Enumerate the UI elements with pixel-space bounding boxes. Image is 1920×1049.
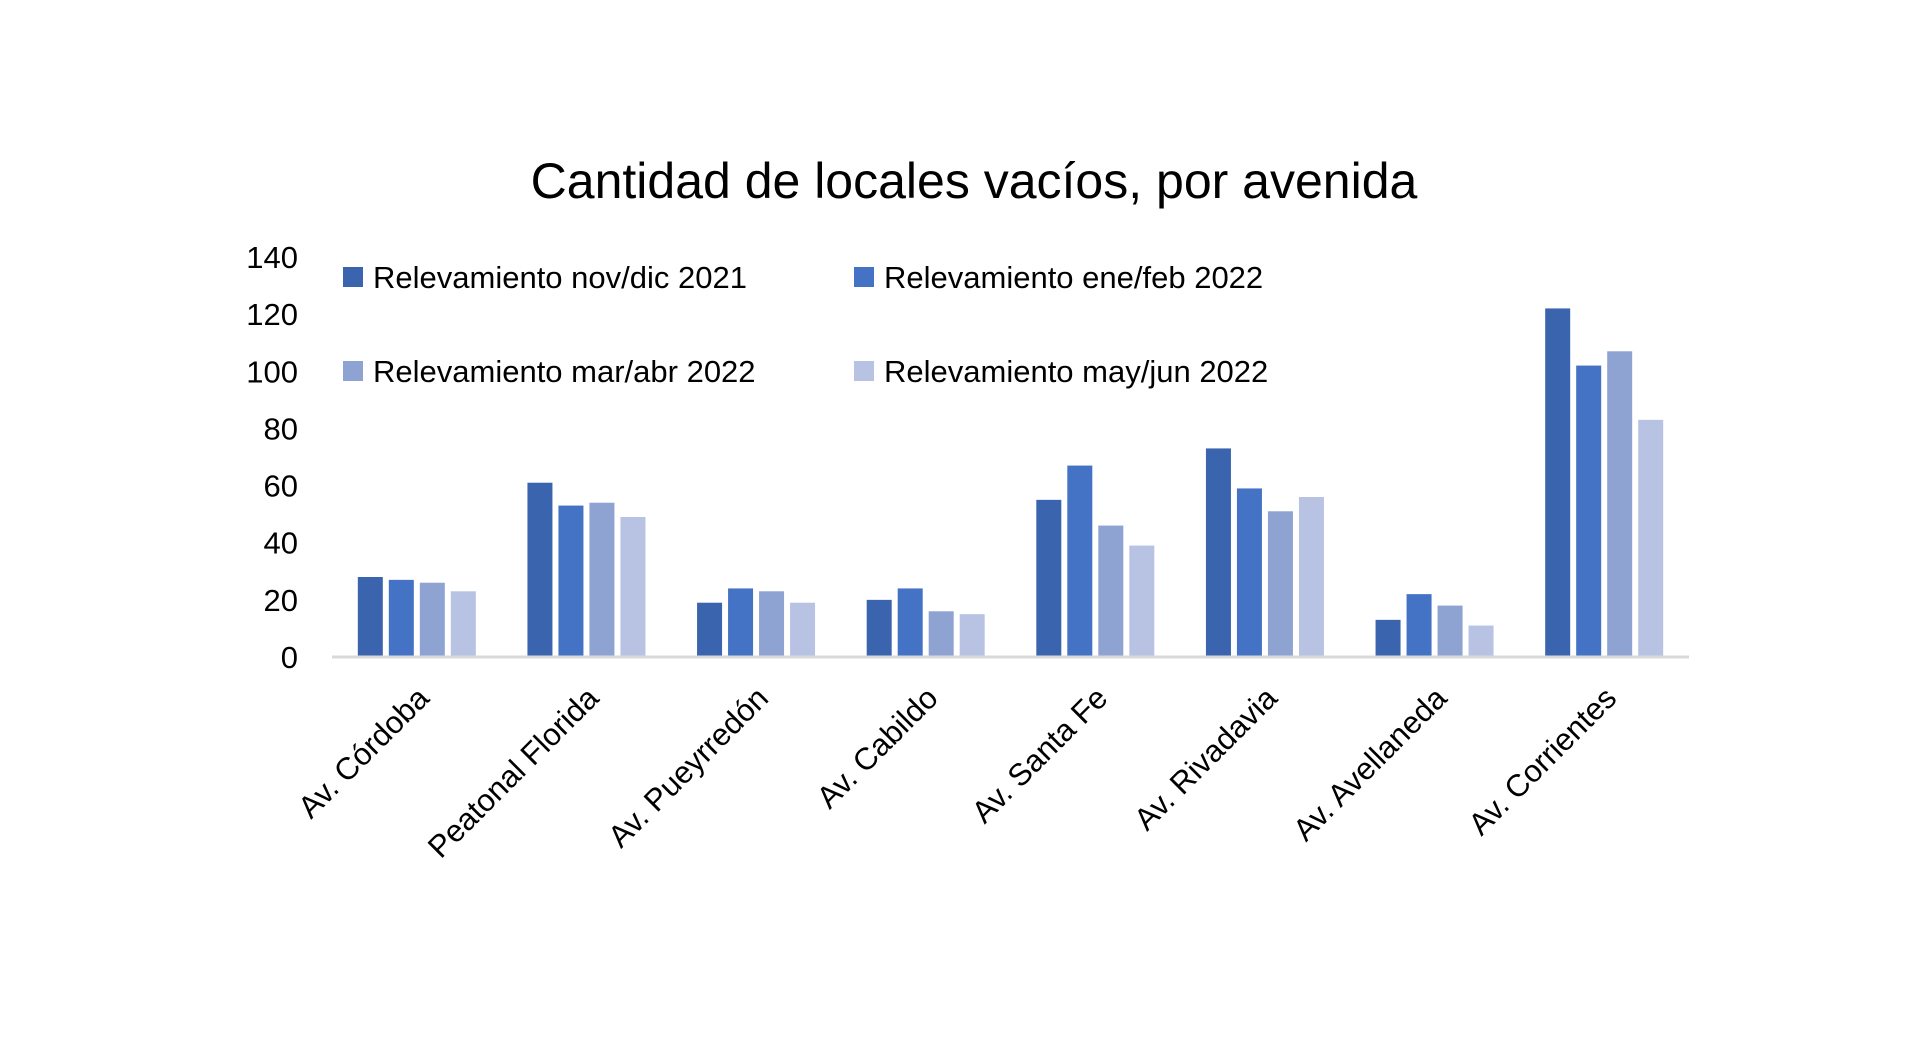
bar bbox=[1129, 545, 1155, 657]
bar bbox=[1468, 625, 1494, 657]
bar bbox=[1267, 511, 1293, 657]
bar bbox=[1098, 525, 1124, 657]
bar bbox=[728, 588, 754, 657]
x-tick-label: Av. Avellaneda bbox=[1286, 680, 1454, 848]
x-tick-label: Av. Cabildo bbox=[810, 680, 945, 815]
bar bbox=[866, 599, 892, 657]
bar bbox=[1205, 448, 1231, 657]
legend-swatch bbox=[343, 267, 363, 287]
legend-label: Relevamiento mar/abr 2022 bbox=[373, 354, 756, 389]
bar bbox=[1375, 619, 1401, 657]
bar bbox=[1067, 465, 1093, 657]
y-tick-label: 40 bbox=[264, 526, 298, 561]
legend-swatch bbox=[854, 267, 874, 287]
bar bbox=[620, 517, 646, 657]
y-tick-label: 0 bbox=[281, 640, 298, 675]
legend: Relevamiento nov/dic 2021 Relevamiento en… bbox=[343, 260, 1268, 389]
bar bbox=[897, 588, 923, 657]
bar bbox=[790, 602, 816, 657]
legend-swatch bbox=[343, 361, 363, 381]
x-tick-label: Av. Santa Fe bbox=[965, 680, 1114, 829]
bar bbox=[450, 591, 476, 657]
legend-item: Relevamiento mar/abr 2022 bbox=[343, 354, 756, 389]
legend-label: Relevamiento ene/feb 2022 bbox=[884, 260, 1263, 295]
y-tick-label: 120 bbox=[246, 297, 298, 332]
x-tick-label: Av. Rivadavia bbox=[1127, 680, 1284, 837]
legend-item: Relevamiento nov/dic 2021 bbox=[343, 260, 747, 295]
bar bbox=[1638, 419, 1664, 657]
y-tick-label: 100 bbox=[246, 354, 298, 389]
bar bbox=[527, 482, 553, 657]
legend-label: Relevamiento may/jun 2022 bbox=[884, 354, 1268, 389]
bar bbox=[928, 611, 954, 657]
y-tick-label: 80 bbox=[264, 411, 298, 446]
x-tick-label: Peatonal Florida bbox=[421, 680, 606, 865]
x-tick-label: Av. Corrientes bbox=[1462, 680, 1624, 842]
bar bbox=[1607, 351, 1633, 657]
bar bbox=[357, 577, 383, 657]
bar bbox=[419, 582, 445, 657]
bar bbox=[388, 579, 414, 657]
bar bbox=[1545, 308, 1571, 657]
bar bbox=[1036, 499, 1062, 657]
legend-item: Relevamiento may/jun 2022 bbox=[854, 354, 1268, 389]
x-tick-label: Av. Córdoba bbox=[291, 680, 436, 825]
y-tick-label: 20 bbox=[264, 583, 298, 618]
y-axis: 0 20 40 60 80 100 120 140 bbox=[246, 240, 298, 675]
bars bbox=[357, 308, 1664, 657]
x-tick-label: Av. Pueyrredón bbox=[601, 680, 775, 854]
bar bbox=[959, 614, 985, 657]
y-tick-label: 60 bbox=[264, 469, 298, 504]
bar bbox=[697, 602, 723, 657]
bar bbox=[1576, 365, 1602, 657]
legend-item: Relevamiento ene/feb 2022 bbox=[854, 260, 1263, 295]
chart-title: Cantidad de locales vacíos, por avenida bbox=[531, 153, 1418, 209]
bar bbox=[759, 591, 785, 657]
y-tick-label: 140 bbox=[246, 240, 298, 275]
bar bbox=[1236, 488, 1262, 657]
bar bbox=[1406, 594, 1432, 657]
bar bbox=[1437, 605, 1463, 657]
bar bbox=[558, 505, 584, 657]
legend-swatch bbox=[854, 361, 874, 381]
legend-label: Relevamiento nov/dic 2021 bbox=[373, 260, 747, 295]
bar bbox=[589, 502, 615, 657]
bar bbox=[1298, 497, 1324, 657]
